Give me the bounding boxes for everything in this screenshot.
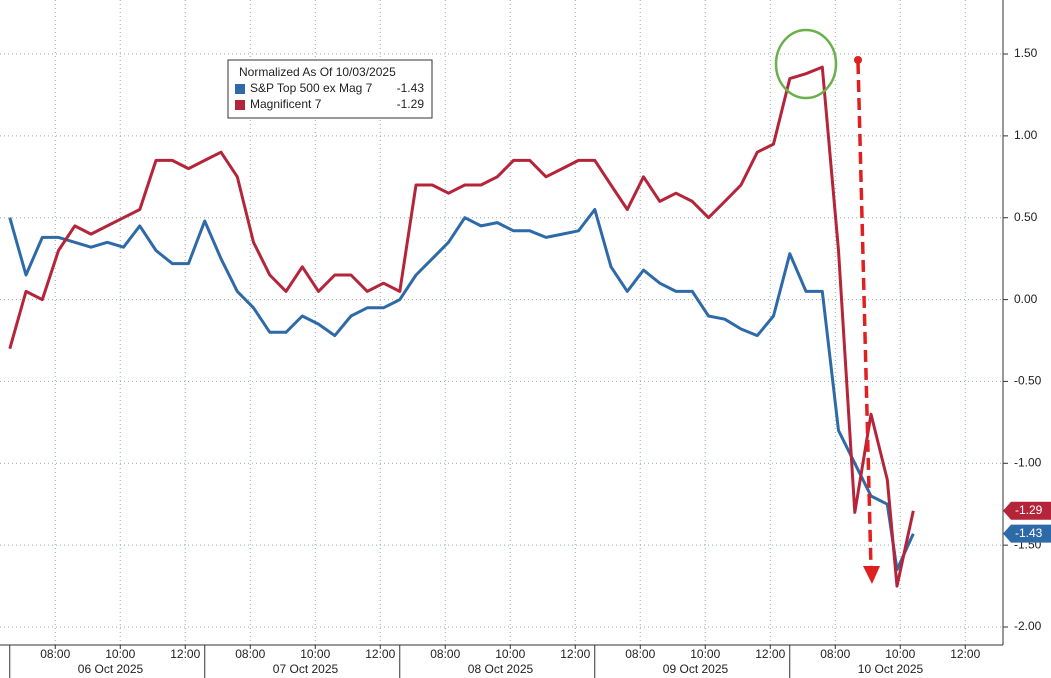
arrow-shaft	[856, 61, 873, 569]
highlight-circle	[774, 28, 838, 100]
x-tick-label: 12:00	[950, 647, 980, 661]
end-tag-label: -1.43	[1015, 526, 1043, 540]
x-tick-label: 12:00	[170, 647, 200, 661]
arrow-head	[863, 566, 880, 584]
x-tick-label: 08:00	[40, 647, 70, 661]
legend-box	[227, 59, 433, 119]
x-tick-label: 08:00	[430, 647, 460, 661]
day-label: 06 Oct 2025	[78, 662, 144, 676]
x-tick-label: 10:00	[885, 647, 915, 661]
x-tick-label: 10:00	[300, 647, 330, 661]
y-tick-label: -1.00	[1014, 455, 1042, 469]
legend-label: Magnificent 7	[250, 97, 322, 111]
day-label: 09 Oct 2025	[663, 662, 729, 676]
series-line	[8, 65, 915, 588]
legend: Normalized As Of 10/03/2025 S&P Top 500 …	[227, 59, 433, 119]
x-tick-label: 10:00	[495, 647, 525, 661]
y-tick-label: 1.00	[1014, 128, 1038, 142]
day-label: 08 Oct 2025	[468, 662, 534, 676]
legend-swatch	[235, 84, 245, 94]
y-tick-label: 0.00	[1014, 292, 1038, 306]
x-tick-label: 10:00	[690, 647, 720, 661]
y-tick-label: 1.50	[1014, 46, 1038, 60]
x-tick-label: 10:00	[105, 647, 135, 661]
y-tick-label: -2.00	[1014, 619, 1042, 633]
legend-title: Normalized As Of 10/03/2025	[239, 65, 396, 79]
lines	[8, 65, 915, 588]
x-tick-label: 12:00	[365, 647, 395, 661]
x-tick-label: 08:00	[625, 647, 655, 661]
x-tick-label: 12:00	[560, 647, 590, 661]
day-label: 10 Oct 2025	[858, 662, 924, 676]
end-tag-label: -1.29	[1015, 503, 1043, 517]
x-tick-label: 08:00	[820, 647, 850, 661]
x-tick-label: 08:00	[235, 647, 265, 661]
series-line	[8, 208, 915, 572]
end-tag	[1003, 524, 1051, 543]
legend-swatch	[235, 100, 245, 110]
y-tick-label: 0.50	[1014, 210, 1038, 224]
end-tag	[1003, 501, 1051, 520]
x-tick-label: 12:00	[755, 647, 785, 661]
legend-value: -1.43	[397, 81, 425, 95]
arrow-start	[854, 56, 862, 64]
legend-label: S&P Top 500 ex Mag 7	[250, 81, 373, 95]
y-tick-label: -0.50	[1014, 374, 1042, 388]
legend-value: -1.29	[397, 97, 425, 111]
day-label: 07 Oct 2025	[273, 662, 339, 676]
